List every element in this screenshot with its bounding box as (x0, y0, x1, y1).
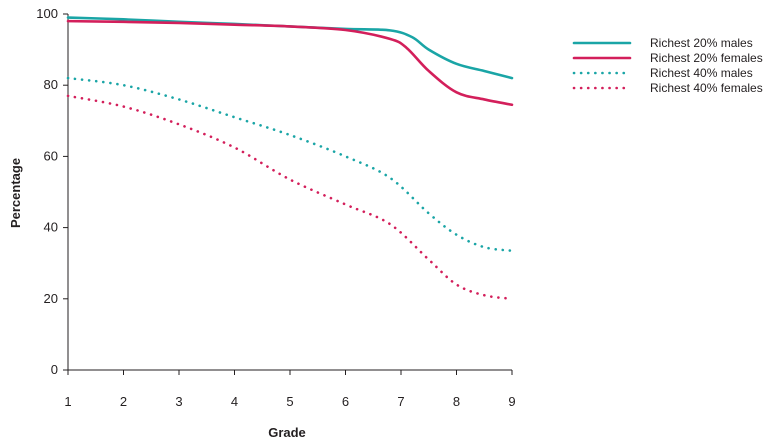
y-tick-label: 100 (36, 6, 58, 21)
series-line-richest-40pct-females (66, 94, 514, 301)
legend-label-richest-40pct-males: Richest 40% males (650, 66, 753, 80)
axes: 0 20 40 60 80 100 1 2 3 4 5 6 7 8 9 (36, 6, 515, 409)
legend-label-richest-20pct-males: Richest 20% males (650, 36, 753, 50)
x-tick-label: 1 (64, 394, 71, 409)
series-line-richest-40pct-males (66, 76, 514, 253)
legend-label-richest-40pct-females: Richest 40% females (650, 81, 763, 95)
y-tick-label: 40 (44, 220, 58, 235)
x-tick-label: 9 (508, 394, 515, 409)
y-tick-label: 80 (44, 77, 58, 92)
series-line-richest-20pct-females (66, 19, 514, 107)
x-tick-label: 5 (286, 394, 293, 409)
y-axis-title: Percentage (8, 158, 23, 228)
x-tick-label: 7 (397, 394, 404, 409)
series-lines (66, 16, 514, 301)
legend-label-richest-20pct-females: Richest 20% females (650, 51, 763, 65)
x-tick-label: 2 (120, 394, 127, 409)
x-tick-label: 6 (342, 394, 349, 409)
x-tick-label: 8 (453, 394, 460, 409)
y-tick-label: 60 (44, 148, 58, 163)
y-tick-label: 0 (51, 362, 58, 377)
y-tick-label: 20 (44, 291, 58, 306)
x-tick-label: 3 (175, 394, 182, 409)
x-tick-label: 4 (231, 394, 238, 409)
x-axis-title: Grade (268, 425, 306, 440)
